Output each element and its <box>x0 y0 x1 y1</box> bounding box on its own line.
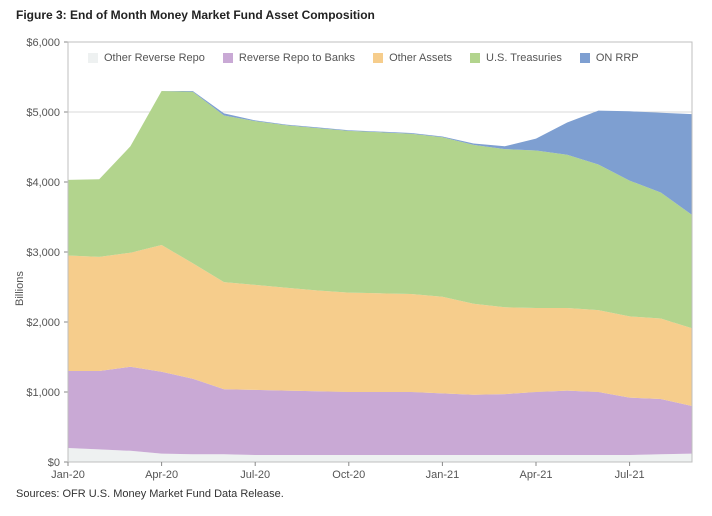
chart-area: Billions $0 $1,000 $2,000 $3,000 $4,000 $5,00… <box>12 26 702 486</box>
legend-item: ON RRP <box>580 52 639 64</box>
legend-swatch <box>470 53 480 63</box>
svg-text:$3,000: $3,000 <box>26 247 60 259</box>
legend-row: Other Reverse Repo Reverse Repo to Banks O… <box>88 52 639 64</box>
y-axis-label: Billions <box>14 271 26 306</box>
legend-label: Reverse Repo to Banks <box>239 52 355 64</box>
svg-text:Apr-20: Apr-20 <box>145 469 178 481</box>
svg-text:Jul-20: Jul-20 <box>240 469 270 481</box>
svg-text:Apr-21: Apr-21 <box>519 469 552 481</box>
svg-text:$5,000: $5,000 <box>26 107 60 119</box>
svg-text:Jul-21: Jul-21 <box>615 469 645 481</box>
legend: Other Reverse Repo Reverse Repo to Banks O… <box>88 52 639 64</box>
legend-swatch <box>223 53 233 63</box>
legend-item: Reverse Repo to Banks <box>223 52 355 64</box>
svg-text:$6,000: $6,000 <box>26 37 60 49</box>
source-text: Sources: OFR U.S. Money Market Fund Data… <box>16 488 700 500</box>
legend-item: U.S. Treasuries <box>470 52 562 64</box>
svg-text:$1,000: $1,000 <box>26 387 60 399</box>
svg-text:$4,000: $4,000 <box>26 177 60 189</box>
legend-label: ON RRP <box>596 52 639 64</box>
svg-text:$2,000: $2,000 <box>26 317 60 329</box>
legend-label: Other Reverse Repo <box>104 52 205 64</box>
figure-container: { "chart": { "type": "stacked-area", "ti… <box>0 0 712 516</box>
svg-text:Jan-21: Jan-21 <box>426 469 460 481</box>
svg-text:$0: $0 <box>48 457 60 469</box>
legend-item: Other Reverse Repo <box>88 52 205 64</box>
legend-item: Other Assets <box>373 52 452 64</box>
legend-label: U.S. Treasuries <box>486 52 562 64</box>
legend-swatch <box>88 53 98 63</box>
legend-swatch <box>580 53 590 63</box>
chart-title: Figure 3: End of Month Money Market Fund… <box>16 8 700 22</box>
svg-text:Jan-20: Jan-20 <box>51 469 85 481</box>
svg-text:Oct-20: Oct-20 <box>332 469 365 481</box>
legend-label: Other Assets <box>389 52 452 64</box>
chart-svg: $0 $1,000 $2,000 $3,000 $4,000 $5,000 $6,000 Ja… <box>12 26 702 486</box>
legend-swatch <box>373 53 383 63</box>
